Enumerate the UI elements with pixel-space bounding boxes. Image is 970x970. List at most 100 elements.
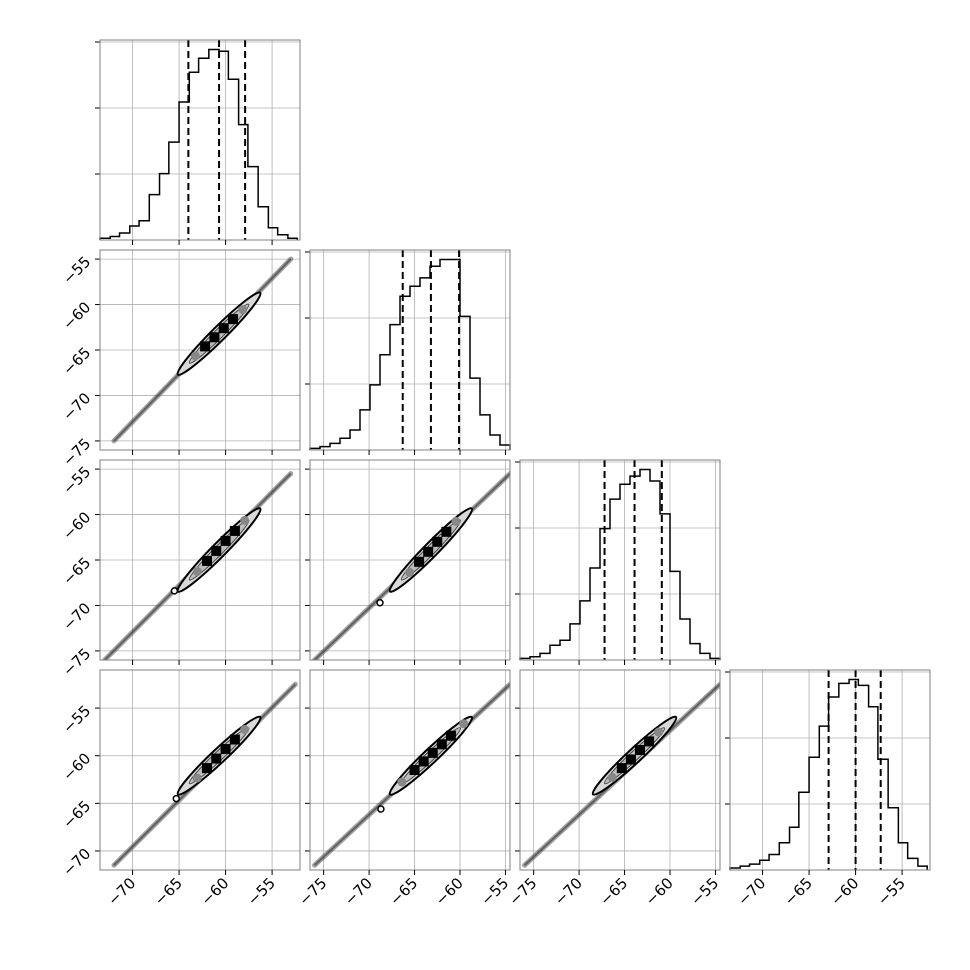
y-tick-label: −55 xyxy=(59,253,94,288)
x-tick-label: −60 xyxy=(432,874,467,909)
density-dot xyxy=(238,305,248,315)
histogram-step-line xyxy=(309,258,511,450)
y-tick-label: −60 xyxy=(59,508,94,543)
panel-frame xyxy=(309,249,511,451)
density-block xyxy=(209,332,220,343)
y-tick-label: −65 xyxy=(59,554,94,589)
density-dot xyxy=(192,773,202,783)
histogram-step-line xyxy=(729,678,928,870)
density-dot xyxy=(607,772,617,782)
y-tick-label: −65 xyxy=(59,344,94,379)
x-tick-label: −70 xyxy=(734,874,769,909)
panel-frame xyxy=(99,459,301,661)
x-tick-label: −70 xyxy=(551,874,586,909)
panel-1-0: −55 −60 −65 −70 −75 xyxy=(59,249,301,470)
panel-frame xyxy=(309,459,511,661)
y-tick-label: −75 xyxy=(59,645,94,680)
density-block xyxy=(414,556,425,567)
density-block xyxy=(220,744,231,755)
x-tick-label: −55 xyxy=(477,874,512,909)
x-tick-label: −75 xyxy=(295,874,330,909)
x-tick-label: −60 xyxy=(827,874,862,909)
density-block xyxy=(409,765,420,775)
x-tick-label: −65 xyxy=(386,874,421,909)
outlier-contour-ring xyxy=(376,598,384,607)
density-block xyxy=(432,536,443,547)
x-tick-label: −70 xyxy=(341,874,376,909)
x-tick-label: −60 xyxy=(197,874,232,909)
outlier-contour-ring xyxy=(377,805,385,813)
y-tick-label: −60 xyxy=(59,749,94,784)
density-block xyxy=(635,745,645,755)
density-block xyxy=(229,525,240,536)
density-dot xyxy=(459,719,469,729)
panel-1-1 xyxy=(305,249,511,455)
density-block xyxy=(200,341,211,352)
panel-frame xyxy=(519,669,721,871)
histogram-step-line xyxy=(99,48,298,240)
density-block xyxy=(218,323,229,334)
panel-content xyxy=(522,681,720,868)
outlier-contour-ring xyxy=(172,794,181,803)
panel-3-2: −75 −70 −65 −60 −55 xyxy=(505,669,722,909)
density-dot xyxy=(240,515,250,525)
density-dot xyxy=(240,725,250,735)
x-tick-label: −55 xyxy=(244,874,279,909)
panel-frame xyxy=(309,669,511,871)
panel-2-0: −55 −60 −65 −70 −75 xyxy=(59,459,301,680)
panel-2-1 xyxy=(305,459,511,665)
x-tick-label: −65 xyxy=(781,874,816,909)
x-tick-label: −60 xyxy=(642,874,677,909)
y-tick-label: −70 xyxy=(59,389,94,424)
x-tick-label: −55 xyxy=(874,874,909,909)
density-block xyxy=(228,314,239,325)
y-tick-label: −60 xyxy=(59,298,94,333)
density-block xyxy=(211,545,222,556)
density-block xyxy=(418,756,429,767)
panel-content xyxy=(102,471,294,660)
y-tick-label: −55 xyxy=(59,702,94,737)
panel-frame xyxy=(519,459,721,661)
panel-frame xyxy=(99,249,301,451)
y-tick-label: −70 xyxy=(59,845,94,880)
y-tick-label: −70 xyxy=(59,599,94,634)
panel-3-1: −75 −70 −65 −60 −55 xyxy=(295,669,512,909)
density-block xyxy=(436,739,447,750)
x-tick-label: −55 xyxy=(687,874,722,909)
panel-2-2 xyxy=(515,459,721,665)
panel-3-3: −70 −65 −60 −55 xyxy=(725,669,931,909)
density-dot xyxy=(190,351,200,361)
panel-content xyxy=(111,256,294,444)
x-tick-label: −65 xyxy=(151,874,186,909)
x-tick-label: −75 xyxy=(505,874,540,909)
panel-3-0: −55 −60 −65 −70 −70 −65 −60 −55 xyxy=(59,669,301,909)
panel-content xyxy=(312,681,510,868)
panel-frame xyxy=(729,669,931,871)
density-block xyxy=(423,546,434,557)
density-block xyxy=(625,754,636,765)
histogram-step-line xyxy=(519,468,721,660)
density-block xyxy=(616,763,627,774)
density-block xyxy=(427,747,438,758)
panel-content xyxy=(312,471,510,660)
density-block xyxy=(201,555,212,566)
density-block xyxy=(445,730,456,741)
y-tick-label: −55 xyxy=(59,463,94,498)
y-tick-label: −65 xyxy=(59,797,94,832)
panel-frame xyxy=(99,39,301,241)
density-block xyxy=(644,736,655,747)
density-dot xyxy=(654,727,664,737)
density-block xyxy=(201,763,212,774)
outlier-contour-ring xyxy=(170,587,179,595)
y-tick-label: −75 xyxy=(59,435,94,470)
density-block xyxy=(441,526,452,537)
x-tick-label: −65 xyxy=(596,874,631,909)
panel-frame xyxy=(99,669,301,871)
panel-0-0 xyxy=(95,39,301,245)
density-block xyxy=(211,753,222,764)
density-block xyxy=(229,734,240,745)
density-dot xyxy=(192,566,202,576)
density-dot xyxy=(405,567,415,577)
